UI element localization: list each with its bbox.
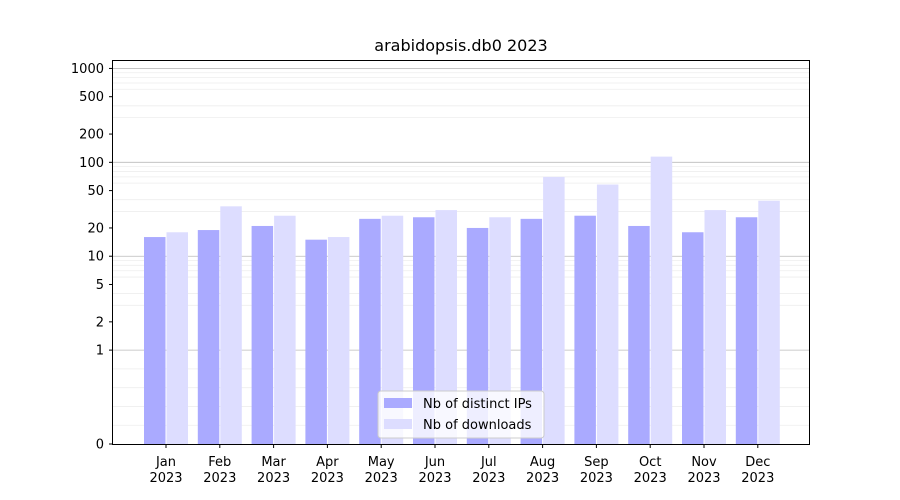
bar-downloads: [489, 217, 511, 444]
x-tick-label: Jul 2023: [472, 455, 505, 486]
x-tick-label: Jan 2023: [149, 455, 182, 486]
bar-ips: [251, 225, 274, 444]
y-tick-label: 2: [96, 315, 104, 330]
bar-downloads: [543, 176, 565, 444]
bar-ips: [574, 215, 596, 444]
bar-downloads: [166, 232, 188, 444]
bar-downloads: [435, 210, 457, 444]
x-tick-label: Feb 2023: [203, 455, 236, 486]
bar-downloads: [274, 215, 296, 444]
legend-label-downloads: Nb of downloads: [423, 418, 532, 433]
y-tick-label: 1: [96, 344, 104, 359]
bar-downloads: [758, 200, 780, 444]
bar-downloads: [220, 206, 242, 444]
legend: Nb of distinct IPs Nb of downloads: [377, 390, 545, 439]
bars: [144, 156, 780, 444]
legend-box: [377, 390, 545, 439]
bar-ips: [359, 218, 381, 444]
legend-swatch-downloads: [384, 419, 412, 429]
x-tick-label: Sep 2023: [580, 455, 613, 486]
bar-ips: [735, 217, 758, 444]
y-tick-label: 100: [79, 156, 104, 171]
bar-ips: [628, 225, 650, 444]
bar-ips: [305, 239, 327, 444]
x-tick-label: Mar 2023: [257, 455, 290, 486]
bar-downloads: [381, 215, 404, 444]
y-axis: 0 1 2 5 10 20 50 100 200 500 1000: [71, 62, 113, 453]
bar-downloads: [704, 210, 726, 444]
y-tick-label: 500: [79, 90, 104, 105]
chart-title: arabidopsis.db0 2023: [374, 36, 547, 55]
bar-downloads: [596, 184, 619, 444]
legend-swatch-ips: [384, 398, 412, 408]
bar-ips: [413, 217, 435, 444]
x-tick-label: Dec 2023: [741, 455, 774, 486]
bar-ips: [682, 232, 704, 444]
x-tick-label: Nov 2023: [687, 455, 720, 486]
plot-frame: [112, 60, 810, 445]
x-tick-label: Apr 2023: [311, 455, 344, 486]
y-tick-label: 10: [87, 250, 104, 265]
x-axis: Jan 2023 Feb 2023 Mar 2023 Apr 2023 May 2023 Jun 20…: [149, 444, 774, 486]
y-tick-label: 1000: [71, 62, 104, 77]
y-tick-label: 200: [79, 128, 104, 143]
x-tick-label: Jun 2023: [418, 455, 451, 486]
bar-downloads: [650, 156, 673, 444]
bar-ips: [520, 218, 543, 444]
bar-ips: [197, 230, 220, 444]
bar-ips: [466, 227, 489, 444]
x-tick-label: Aug 2023: [526, 455, 559, 486]
y-tick-label: 0: [96, 438, 104, 453]
y-tick-label: 5: [96, 278, 104, 293]
x-tick-label: May 2023: [365, 455, 398, 486]
x-tick-label: Oct 2023: [634, 455, 667, 486]
legend-label-ips: Nb of distinct IPs: [423, 397, 532, 412]
bar-ips: [144, 237, 166, 444]
y-tick-label: 20: [87, 221, 104, 236]
bar-downloads: [327, 237, 350, 444]
y-tick-label: 50: [87, 184, 104, 199]
